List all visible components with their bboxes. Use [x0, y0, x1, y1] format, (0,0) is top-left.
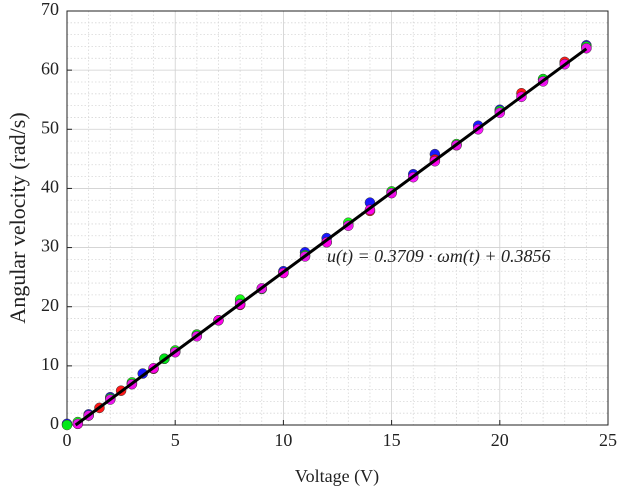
y-tick-label: 20 — [41, 295, 59, 315]
y-tick-label: 30 — [41, 236, 59, 256]
x-tick-label: 5 — [171, 430, 180, 450]
x-tick-label: 0 — [63, 430, 72, 450]
y-tick-label: 70 — [41, 0, 59, 19]
y-tick-label: 10 — [41, 354, 59, 374]
x-tick-label: 20 — [491, 430, 509, 450]
y-tick-label: 0 — [50, 413, 59, 433]
y-tick-label: 50 — [41, 117, 59, 137]
data-point — [61, 419, 73, 431]
x-tick-label: 25 — [599, 430, 617, 450]
x-tick-label: 10 — [274, 430, 292, 450]
x-tick-label: 15 — [383, 430, 401, 450]
y-axis-label: Angular velocity (rad/s) — [5, 112, 30, 323]
x-axis-label: Voltage (V) — [295, 466, 379, 487]
annotation: u(t) = 0.3709 · ωm(t) + 0.3856 — [327, 246, 550, 267]
plot-frame — [66, 10, 609, 426]
y-tick-label: 60 — [41, 58, 59, 78]
fit-line — [74, 47, 588, 427]
y-tick-label: 40 — [41, 177, 59, 197]
